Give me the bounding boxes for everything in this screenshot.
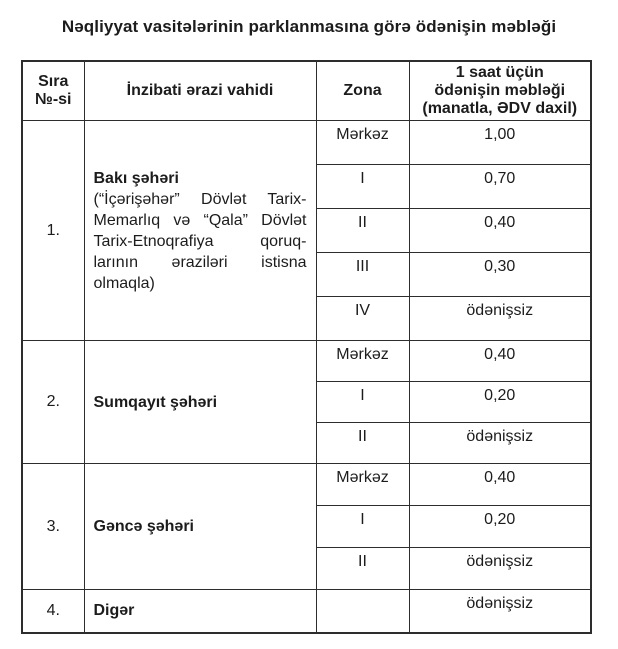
area-cell-gence: Gəncə şəhəri xyxy=(83,463,317,590)
fee-amount: ödənişsiz xyxy=(408,422,592,464)
table-row: II 0,40 xyxy=(22,208,592,253)
zone-label: II xyxy=(315,422,410,464)
col-header-zona: Zona xyxy=(315,60,410,121)
table-row: II ödənişsiz xyxy=(22,422,592,464)
fee-amount: 0,30 xyxy=(408,252,592,297)
area-description-line: Tarix-Etnoqrafiya qoruq- xyxy=(93,232,307,250)
fee-amount: 1,00 xyxy=(408,120,592,165)
table-row: 3. Gəncə şəhəri Mərkəz 0,40 xyxy=(21,463,592,590)
row-number: 2. xyxy=(21,340,85,464)
page-title: Nəqliyyat vasitələrinin parklanmasına gö… xyxy=(61,17,557,36)
fee-amount: 0,40 xyxy=(408,463,592,506)
fee-amount: 0,20 xyxy=(408,381,592,423)
zone-label: IV xyxy=(315,296,410,341)
zone-label: Mərkəz xyxy=(315,463,410,506)
col-header-area: İnzibati ərazi vahidi xyxy=(83,60,317,121)
area-cell-baki: Bakı şəhəri (“İçərişəhər” Dövlət Tarix- … xyxy=(83,120,317,341)
fee-amount: 0,40 xyxy=(408,208,592,253)
col-header-fee: 1 saat üçün ödənişin məbləği (manatla, Ə… xyxy=(408,60,592,121)
col-header-fee-line2: ödənişin məbləği xyxy=(434,82,566,99)
zone-label: I xyxy=(315,164,410,209)
area-description: (“İçərişəhər” Dövlət Tarix- Memarlıq və … xyxy=(94,189,307,294)
col-header-sira-line2: №-si xyxy=(34,91,72,108)
table-row: IV ödənişsiz xyxy=(22,296,592,341)
zone-label: Mərkəz xyxy=(315,340,410,382)
table-row: 1. Bakı şəhəri (“İçərişəhər” Dövlət Tari… xyxy=(21,120,592,341)
fee-amount: 0,70 xyxy=(408,164,592,209)
fee-amount: 0,40 xyxy=(408,340,592,382)
fee-amount: ödənişsiz xyxy=(408,589,592,633)
row-number: 1. xyxy=(21,120,85,341)
table-row: I 0,20 xyxy=(22,505,592,548)
area-title: Digər xyxy=(93,602,135,620)
zone-label: I xyxy=(315,505,410,548)
area-cell-diger: Digər xyxy=(83,589,317,633)
zone-label: I xyxy=(315,381,410,423)
zone-label: Mərkəz xyxy=(315,120,410,165)
fee-amount: 0,20 xyxy=(408,505,592,548)
fee-amount: ödənişsiz xyxy=(408,296,592,341)
row-number: 3. xyxy=(21,463,85,590)
col-header-sira-line1: Sıra xyxy=(38,73,69,90)
fee-amount: ödənişsiz xyxy=(408,547,592,590)
area-description-line: larının əraziləri istisna xyxy=(93,253,307,271)
area-description-line: Memarlıq və “Qala” Dövlət xyxy=(93,211,307,229)
table-row: 2. Sumqayıt şəhəri Mərkəz 0,40 xyxy=(21,340,592,464)
area-description-line: olmaqla) xyxy=(93,274,155,292)
area-description-line: (“İçərişəhər” Dövlət Tarix- xyxy=(93,190,307,208)
zone-label: II xyxy=(315,547,410,590)
table-row: I 0,20 xyxy=(22,381,592,423)
col-header-fee-line3: (manatla, ƏDV daxil) xyxy=(422,100,578,117)
area-title: Sumqayıt şəhəri xyxy=(93,393,218,411)
zone-label: III xyxy=(315,252,410,297)
zone-label xyxy=(315,589,410,633)
table-row: II ödənişsiz xyxy=(22,547,592,590)
table-row: 4. Digər ödənişsiz xyxy=(21,589,592,633)
col-header-fee-line1: 1 saat üçün xyxy=(455,64,544,81)
col-header-sira-no: Sıra №-si xyxy=(21,60,85,121)
parking-fee-table: Sıra №-si İnzibati ərazi vahidi Zona 1 s… xyxy=(21,60,592,634)
header-row: Sıra №-si İnzibati ərazi vahidi Zona 1 s… xyxy=(21,60,592,121)
zone-label: II xyxy=(315,208,410,253)
area-cell-sumqayit: Sumqayıt şəhəri xyxy=(83,340,317,464)
row-number: 4. xyxy=(21,589,85,633)
area-title: Gəncə şəhəri xyxy=(93,518,195,535)
table-row: III 0,30 xyxy=(22,252,592,297)
area-title: Bakı şəhəri xyxy=(93,169,179,187)
